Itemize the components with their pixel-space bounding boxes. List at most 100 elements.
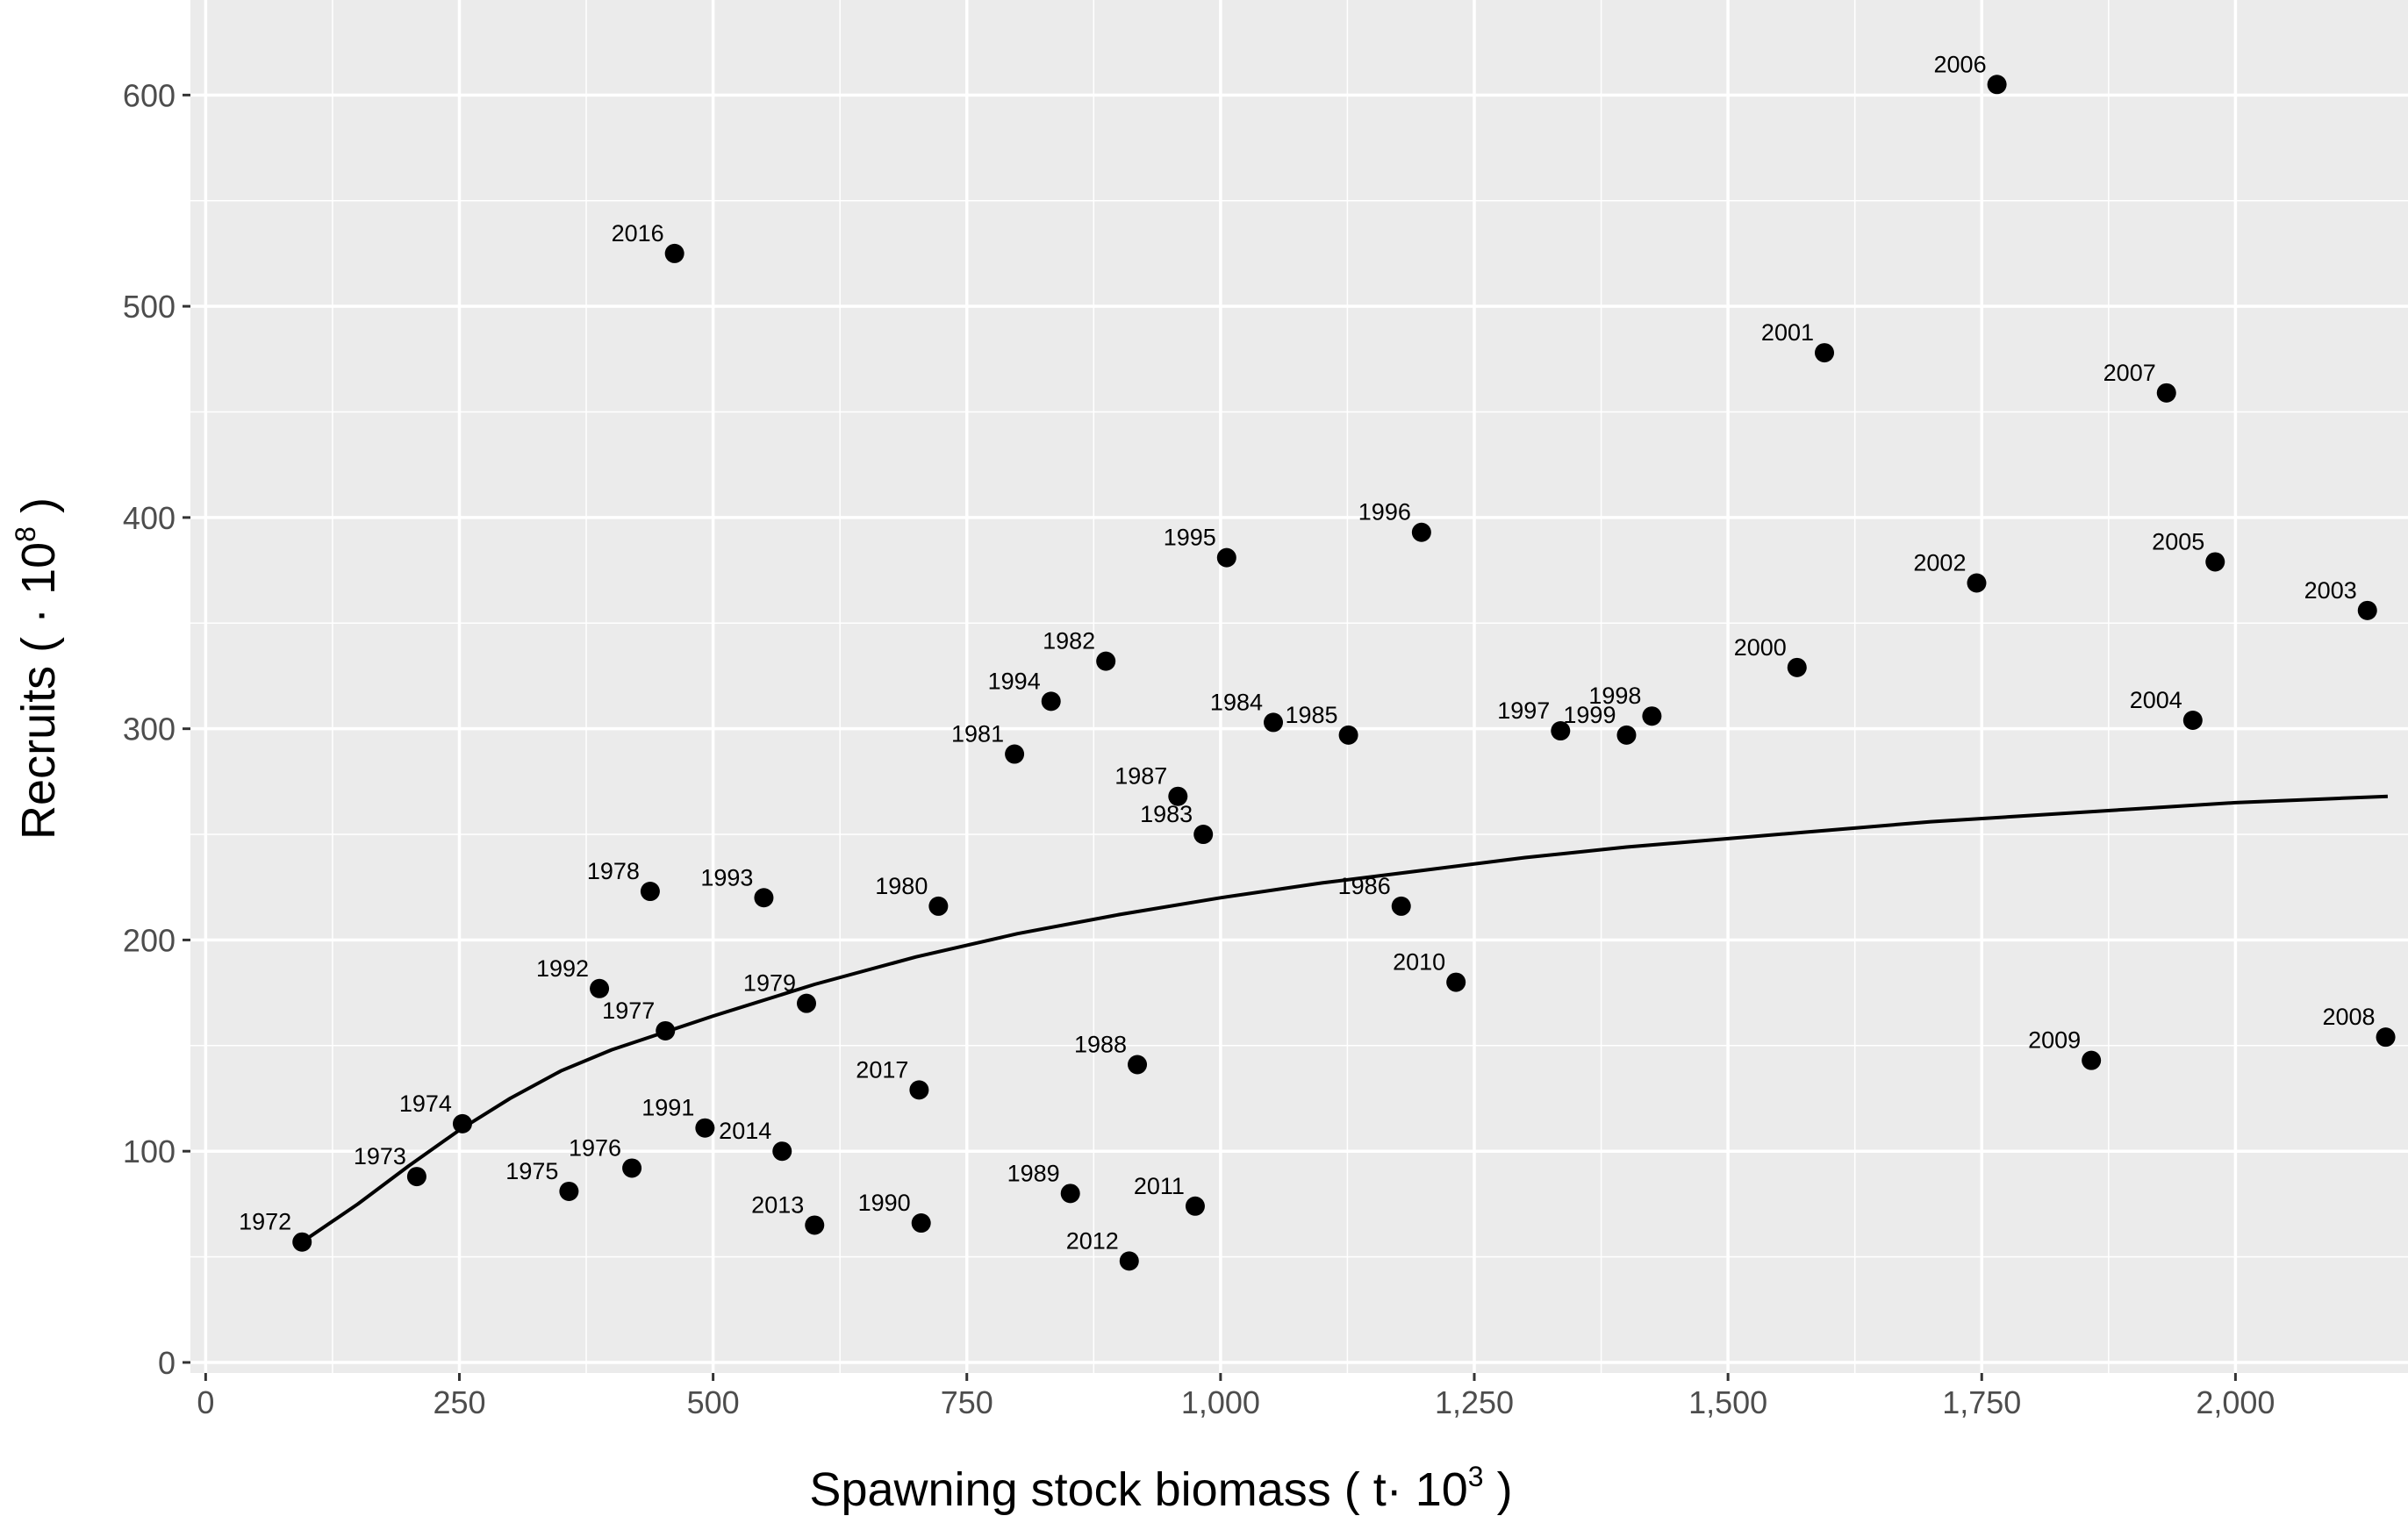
point-label: 1991	[641, 1095, 694, 1121]
data-point	[1411, 522, 1431, 542]
point-label: 1972	[239, 1209, 291, 1235]
data-point	[1391, 896, 1411, 916]
data-point	[2376, 1027, 2396, 1048]
x-tick-label: 250	[433, 1384, 485, 1420]
point-label: 1992	[536, 955, 589, 982]
data-point	[622, 1158, 642, 1178]
axis-titles: Spawning stock biomass ( t· 103 ) Recrui…	[10, 497, 1513, 1516]
data-point	[656, 1020, 676, 1040]
point-label: 1994	[988, 668, 1041, 694]
data-point	[1119, 1251, 1139, 1271]
point-label: 2009	[2028, 1027, 2081, 1054]
data-point	[406, 1167, 426, 1187]
point-label: 1998	[1588, 683, 1641, 709]
point-label: 2004	[2130, 687, 2182, 713]
grid-lines	[190, 0, 2408, 1373]
point-label: 2012	[1066, 1227, 1119, 1254]
data-point	[2182, 711, 2203, 731]
point-label: 2013	[751, 1191, 804, 1218]
data-point	[1168, 786, 1188, 806]
point-label: 1978	[587, 858, 640, 884]
data-point	[664, 243, 684, 263]
y-tick-label: 500	[123, 289, 176, 325]
panel-background	[190, 0, 2408, 1373]
point-label: 2000	[1734, 634, 1787, 661]
point-label: 2010	[1393, 949, 1445, 976]
data-point	[590, 978, 610, 998]
point-label: 1983	[1140, 801, 1193, 827]
data-point	[1987, 75, 2007, 95]
data-point	[1216, 547, 1236, 568]
fit-curve	[301, 794, 2388, 1244]
data-point	[640, 882, 660, 902]
point-label: 1989	[1007, 1160, 1060, 1186]
data-point	[452, 1113, 472, 1133]
x-tick-label: 1,500	[1688, 1384, 1767, 1420]
point-label: 1985	[1286, 702, 1338, 728]
data-point	[1128, 1055, 1148, 1075]
point-label: 1999	[1563, 702, 1616, 728]
x-tick-label: 750	[941, 1384, 993, 1420]
y-tick-label: 400	[123, 500, 176, 536]
data-point	[695, 1118, 715, 1138]
data-point	[2357, 600, 2377, 620]
data-point	[559, 1181, 579, 1201]
point-label: 2002	[1913, 550, 1966, 576]
point-label: 2006	[1934, 51, 1987, 77]
point-label: 2007	[2103, 360, 2156, 386]
data-point	[1787, 657, 1807, 677]
point-label: 1973	[354, 1143, 406, 1169]
point-label: 1980	[875, 873, 928, 899]
point-label: 1981	[951, 721, 1004, 747]
point-label: 1993	[700, 864, 753, 890]
point-label: 1977	[602, 998, 655, 1024]
data-point	[1193, 825, 1214, 845]
data-point	[1815, 343, 1834, 363]
data-point	[772, 1141, 792, 1162]
fit-curve-layer	[301, 794, 2388, 1244]
point-label: 1979	[743, 970, 796, 997]
point-label: 2001	[1761, 319, 1814, 346]
x-tick-label: 1,250	[1435, 1384, 1514, 1420]
data-point	[1185, 1196, 1205, 1216]
data-point	[1446, 972, 1466, 992]
point-label: 1984	[1210, 689, 1263, 715]
point-label: 2016	[612, 220, 664, 247]
point-label: 1988	[1074, 1031, 1127, 1057]
data-point	[2156, 383, 2176, 403]
point-label: 2008	[2322, 1004, 2375, 1030]
data-point	[1060, 1183, 1080, 1204]
data-point	[928, 896, 949, 916]
point-label: 1995	[1164, 525, 1216, 551]
plot-panel	[190, 0, 2408, 1373]
point-label: 2005	[2152, 528, 2204, 554]
data-point	[1338, 725, 1358, 745]
data-point	[805, 1215, 825, 1235]
point-label: 1976	[569, 1134, 621, 1161]
data-point	[1642, 706, 1662, 726]
y-tick-label: 300	[123, 712, 176, 747]
data-point	[1616, 725, 1637, 745]
data-point	[1041, 691, 1061, 712]
y-axis-title: Recruits ( · 108 )	[10, 497, 65, 840]
data-point	[1551, 721, 1571, 741]
point-label: 2014	[719, 1118, 771, 1144]
point-label: 1974	[399, 1091, 452, 1117]
y-tick-label: 0	[158, 1345, 176, 1381]
point-label: 1990	[858, 1190, 911, 1216]
point-label: 1996	[1358, 499, 1411, 526]
data-point	[1967, 573, 1987, 593]
x-tick-label: 0	[197, 1384, 214, 1420]
x-tick-label: 2,000	[2196, 1384, 2275, 1420]
point-label: 1982	[1043, 628, 1095, 654]
data-point	[1264, 712, 1284, 733]
axes: 0 250 500 750 1,000 1,250 1,500 1,750 2,000 0 100 2…	[123, 77, 2275, 1420]
x-tick-label: 500	[687, 1384, 740, 1420]
data-point	[2205, 552, 2225, 572]
data-point	[909, 1080, 929, 1100]
data-point	[292, 1232, 312, 1252]
point-label: 1997	[1497, 697, 1550, 724]
data-point	[797, 993, 817, 1013]
point-label: 2003	[2304, 577, 2357, 604]
